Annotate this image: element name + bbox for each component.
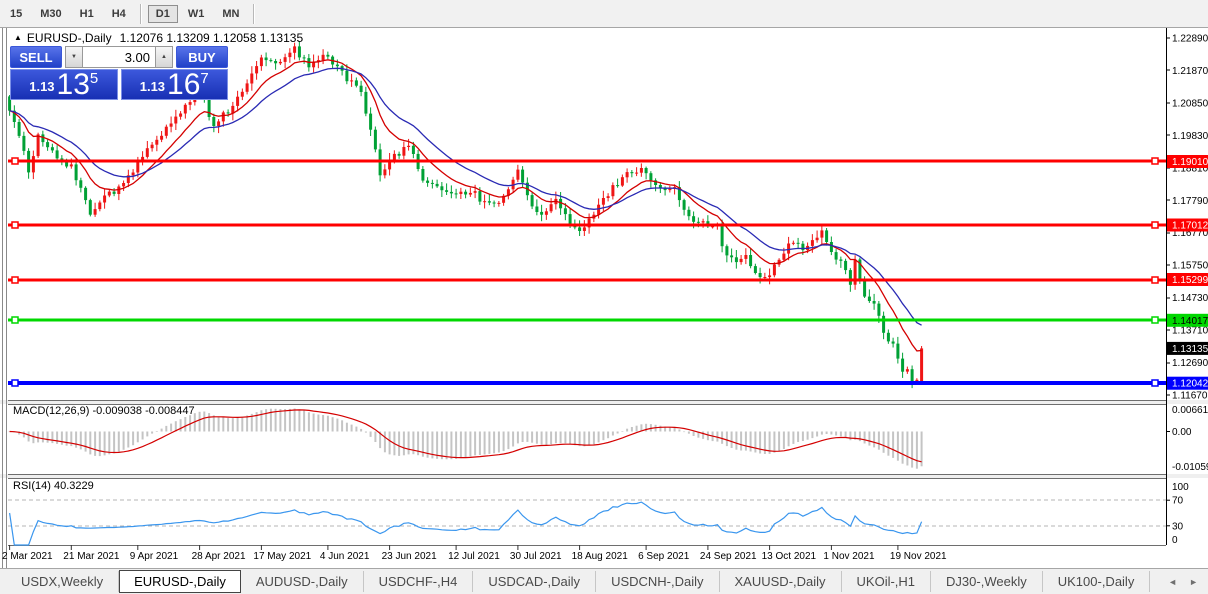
volume-input[interactable]: 3.00 (83, 46, 155, 68)
svg-text:17 May 2021: 17 May 2021 (253, 551, 311, 562)
svg-text:12 Jul 2021: 12 Jul 2021 (448, 551, 500, 562)
volume-spinner: ▼ 3.00 ▲ (65, 46, 173, 68)
svg-text:1.17790: 1.17790 (1172, 196, 1208, 207)
svg-text:70: 70 (1172, 496, 1184, 507)
sell-button[interactable]: SELL (10, 46, 62, 68)
buy-button[interactable]: BUY (176, 46, 228, 68)
svg-text:1.12690: 1.12690 (1172, 358, 1208, 369)
buy-price-display[interactable]: 1.13 16 7 (120, 68, 228, 101)
sell-price-prefix: 1.13 (29, 79, 55, 94)
tab-scroll-left-icon[interactable]: ◄ (1168, 576, 1178, 587)
sell-price-pip-digit: 5 (89, 70, 99, 87)
svg-text:1.16770: 1.16770 (1172, 228, 1208, 239)
svg-text:1.13710: 1.13710 (1172, 326, 1208, 337)
svg-text:1.21870: 1.21870 (1172, 66, 1208, 77)
chevron-down-icon: ▼ (71, 54, 77, 60)
svg-text:1.17012: 1.17012 (1172, 221, 1208, 232)
rsi-pane (8, 499, 1166, 546)
buy-price-big-digits: 16 (167, 68, 201, 101)
buy-price-pip-digit: 7 (200, 70, 209, 87)
toolbar-separator (139, 3, 142, 24)
toolbar-separator (253, 3, 256, 24)
svg-text:0.00: 0.00 (1172, 427, 1192, 438)
svg-text:23 Jun 2021: 23 Jun 2021 (382, 551, 437, 562)
chart-tab-bar: USDX,Weekly EURUSD-,Daily AUDUSD-,Daily USD… (0, 568, 1208, 594)
svg-text:MACD(12,26,9) -0.009038 -0.008: MACD(12,26,9) -0.009038 -0.008447 (13, 405, 195, 417)
macd-pane (8, 408, 923, 469)
timeframe-button-w1[interactable]: W1 (187, 7, 205, 20)
svg-text:0.006611: 0.006611 (1172, 405, 1208, 416)
svg-text:1.12042: 1.12042 (1172, 379, 1208, 390)
timeframe-button-15[interactable]: 15 (10, 7, 23, 20)
price-pane (8, 41, 924, 389)
timeframe-button-mn[interactable]: MN (222, 7, 240, 20)
svg-text:9 Apr 2021: 9 Apr 2021 (130, 551, 179, 562)
svg-text:4 Jun 2021: 4 Jun 2021 (320, 551, 370, 562)
svg-text:1.18810: 1.18810 (1172, 163, 1208, 174)
svg-text:6 Sep 2021: 6 Sep 2021 (638, 551, 690, 562)
svg-text:100: 100 (1172, 482, 1189, 493)
tab-scroll-right-icon[interactable]: ► (1189, 576, 1198, 587)
svg-text:30: 30 (1172, 521, 1184, 532)
timeframe-button-m30[interactable]: M30 (40, 7, 62, 20)
collapse-panel-icon[interactable]: ▲ (14, 33, 22, 42)
one-click-trading-panel: SELL ▼ 3.00 ▲ BUY 1.13 13 5 1.13 16 7 (10, 46, 228, 100)
trade-prices-row: 1.13 13 5 1.13 16 7 (10, 69, 228, 100)
svg-text:0: 0 (1172, 535, 1178, 546)
svg-text:1.20850: 1.20850 (1172, 98, 1208, 109)
ohlc-readout: 1.12076 1.13209 1.12058 1.13135 (119, 31, 304, 45)
timeframe-button-h4[interactable]: H4 (111, 7, 126, 20)
timeframe-button-d1[interactable]: D1 (147, 4, 178, 23)
svg-text:1.19830: 1.19830 (1172, 131, 1208, 142)
svg-text:2 Mar 2021: 2 Mar 2021 (2, 551, 53, 562)
svg-text:1.22890: 1.22890 (1172, 34, 1208, 45)
volume-decrease-button[interactable]: ▼ (65, 46, 83, 68)
sell-price-big-digits: 13 (56, 68, 90, 101)
symbol-label: EURUSD-,Daily (26, 31, 112, 45)
svg-text:RSI(14) 40.3229: RSI(14) 40.3229 (13, 480, 94, 492)
svg-text:1.11670: 1.11670 (1172, 391, 1208, 402)
tab-scroll-arrows: ◄ ► (1168, 577, 1198, 587)
chart-tab-dj30-weekly[interactable]: DJ30-,Weekly (931, 571, 1043, 592)
volume-increase-button[interactable]: ▲ (155, 46, 173, 68)
sell-price-display[interactable]: 1.13 13 5 (10, 69, 118, 100)
svg-text:30 Jul 2021: 30 Jul 2021 (510, 551, 562, 562)
svg-text:-0.01059: -0.01059 (1172, 462, 1208, 473)
svg-text:1.14017: 1.14017 (1172, 316, 1208, 327)
svg-text:18 Aug 2021: 18 Aug 2021 (572, 551, 629, 562)
chart-tab-ukoil-h1[interactable]: UKOil-,H1 (842, 571, 932, 592)
svg-text:19 Nov 2021: 19 Nov 2021 (890, 551, 947, 562)
buy-price-prefix: 1.13 (139, 79, 166, 94)
timeframe-button-h1[interactable]: H1 (79, 7, 94, 20)
svg-text:28 Apr 2021: 28 Apr 2021 (192, 551, 246, 562)
svg-text:1.15750: 1.15750 (1172, 261, 1208, 272)
svg-text:1.19010: 1.19010 (1172, 157, 1208, 168)
svg-text:1.14730: 1.14730 (1172, 293, 1208, 304)
chart-tab-usdcad-daily[interactable]: USDCAD-,Daily (473, 571, 597, 592)
svg-text:13 Oct 2021: 13 Oct 2021 (762, 551, 817, 562)
chart-tab-usdcnh-daily[interactable]: USDCNH-,Daily (596, 571, 720, 592)
svg-text:1.13135: 1.13135 (1172, 344, 1208, 355)
svg-text:1 Nov 2021: 1 Nov 2021 (823, 551, 875, 562)
chart-tab-xauusd-daily[interactable]: XAUUSD-,Daily (720, 571, 842, 592)
chart-title: ▲ EURUSD-,Daily 1.12076 1.13209 1.12058 1.… (14, 31, 303, 45)
svg-text:24 Sep 2021: 24 Sep 2021 (700, 551, 757, 562)
chart-tab-usdchf-h4[interactable]: USDCHF-,H4 (364, 571, 474, 592)
chart-tab-eurusd-daily[interactable]: EURUSD-,Daily (119, 570, 241, 593)
chevron-up-icon: ▲ (161, 54, 167, 60)
chart-tab-usdx-weekly[interactable]: USDX,Weekly (6, 571, 120, 592)
trade-buttons-row: SELL ▼ 3.00 ▲ BUY (10, 46, 228, 68)
chart-tab-audusd-daily[interactable]: AUDUSD-,Daily (241, 571, 364, 592)
chart-tab-uk100-daily[interactable]: UK100-,Daily (1043, 571, 1151, 592)
svg-text:21 Mar 2021: 21 Mar 2021 (63, 551, 120, 562)
timeframe-toolbar: 15 M30 H1 H4 D1 W1 MN (0, 0, 1208, 28)
svg-text:1.15299: 1.15299 (1172, 275, 1208, 286)
